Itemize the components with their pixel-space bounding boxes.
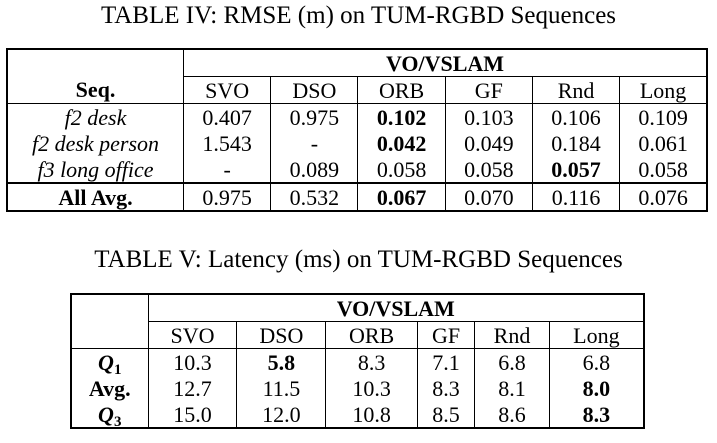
table-cell: 0.067 <box>357 182 446 211</box>
table-row: f2 desk 0.407 0.975 0.102 0.103 0.106 0.109 <box>7 103 707 130</box>
table-cell: 8.3 <box>548 401 644 428</box>
corner-cell <box>71 321 148 349</box>
table-row: Q3 15.0 12.0 10.8 8.5 8.6 8.3 <box>71 401 644 430</box>
table-cell: 0.184 <box>531 130 620 156</box>
table-cell: 0.106 <box>531 103 620 130</box>
table-cell: 6.8 <box>474 348 550 375</box>
table-cell: 8.3 <box>416 375 475 401</box>
table-row: Avg. 12.7 11.5 10.3 8.3 8.1 8.0 <box>71 375 644 401</box>
table-cell: 0.042 <box>357 130 446 156</box>
row-label-text: Q <box>98 401 114 427</box>
table-row: Q1 10.3 5.8 8.3 7.1 6.8 6.8 <box>71 348 644 378</box>
table-cell: 0.103 <box>444 103 533 130</box>
column-header: GF <box>416 321 475 349</box>
row-label: f3 long office <box>37 156 154 182</box>
table-cell: 10.3 <box>147 348 237 375</box>
table-cell: 15.0 <box>147 401 237 428</box>
column-header: GF <box>444 76 533 104</box>
table-cell: 11.5 <box>236 375 326 401</box>
table-cell: 0.058 <box>357 156 446 183</box>
table-row: f3 long office -0.089 0.058 0.058 0.057 0.058 <box>7 156 707 183</box>
column-header: Rnd <box>474 321 550 349</box>
table-cell: 8.0 <box>548 375 644 401</box>
rmse-table: VO/VSLAM Seq. SVO DSO ORB GF Rnd Long f2… <box>6 48 708 212</box>
table-cell: 12.0 <box>236 401 326 428</box>
table-v-caption: TABLE V: Latency (ms) on TUM-RGBD Sequen… <box>94 246 623 273</box>
row-label: Avg. <box>71 375 148 401</box>
row-label-text: Q <box>98 349 114 375</box>
table-cell: 10.8 <box>325 401 418 428</box>
table-cell: 0.109 <box>619 103 707 130</box>
group-header: VO/VSLAM <box>147 294 644 322</box>
table-cell: 6.8 <box>548 348 644 375</box>
table-cell: 0.975 <box>270 103 358 130</box>
row-label: f2 desk <box>64 104 127 130</box>
table-cell: 0.076 <box>619 182 707 211</box>
table-cell: 0.116 <box>531 182 620 211</box>
table-cell: 5.8 <box>236 348 326 375</box>
table-cell: 0.058 <box>444 156 533 183</box>
row-label: Q3 <box>71 401 148 430</box>
corner-cell <box>71 294 148 322</box>
table-cell: - <box>182 156 271 183</box>
table-cell: 0.975 <box>182 182 271 211</box>
column-header: Long <box>548 321 644 349</box>
table-cell: 1.543 <box>182 130 271 156</box>
column-header: Long <box>619 76 707 104</box>
table-cell: 0.058 <box>619 156 707 183</box>
table-iv-caption: TABLE IV: RMSE (m) on TUM-RGBD Sequences <box>100 2 617 29</box>
table-cell: 8.1 <box>474 375 550 401</box>
latency-table: VO/VSLAM SVO DSO ORB GF Rnd Long Q1 10.3 5… <box>70 293 645 429</box>
row-label: f2 desk person <box>31 130 160 156</box>
corner-cell <box>7 49 184 77</box>
row-label-text: Avg. <box>88 375 131 401</box>
row-label: All Avg. <box>7 182 184 211</box>
table-cell: - <box>270 130 358 156</box>
table-cell: 0.057 <box>531 156 620 183</box>
table-cell: 0.532 <box>270 182 358 211</box>
table-cell: 8.6 <box>474 401 550 428</box>
table-cell: 0.061 <box>619 130 707 156</box>
table-cell: 10.3 <box>325 375 418 401</box>
row-label-subscript: 3 <box>113 413 122 430</box>
column-header: Rnd <box>531 76 620 104</box>
row-header: Seq. <box>7 76 184 104</box>
table-row: f2 desk person 1.543-0.042 0.049 0.184 0.061 <box>7 130 707 156</box>
table-cell: 8.3 <box>325 348 418 375</box>
column-header: DSO <box>236 321 326 349</box>
table-cell: 0.070 <box>444 182 533 211</box>
column-header: ORB <box>357 76 446 104</box>
table-cell: 12.7 <box>147 375 237 401</box>
column-header: SVO <box>147 321 237 349</box>
row-label-subscript: 1 <box>113 361 122 378</box>
group-header: VO/VSLAM <box>183 49 707 77</box>
table-cell: 0.102 <box>357 103 446 130</box>
table-cell: 0.089 <box>270 156 358 183</box>
column-header: ORB <box>325 321 418 349</box>
table-cell: 0.407 <box>182 103 271 130</box>
table-cell: 8.5 <box>416 401 475 428</box>
row-label: Q1 <box>71 349 148 378</box>
table-cell: 0.049 <box>444 130 533 156</box>
column-header: SVO <box>182 76 271 104</box>
all-avg-row: All Avg. 0.975 0.532 0.067 0.070 0.116 0… <box>7 182 707 211</box>
table-cell: 7.1 <box>416 348 475 375</box>
column-header: DSO <box>270 76 358 104</box>
